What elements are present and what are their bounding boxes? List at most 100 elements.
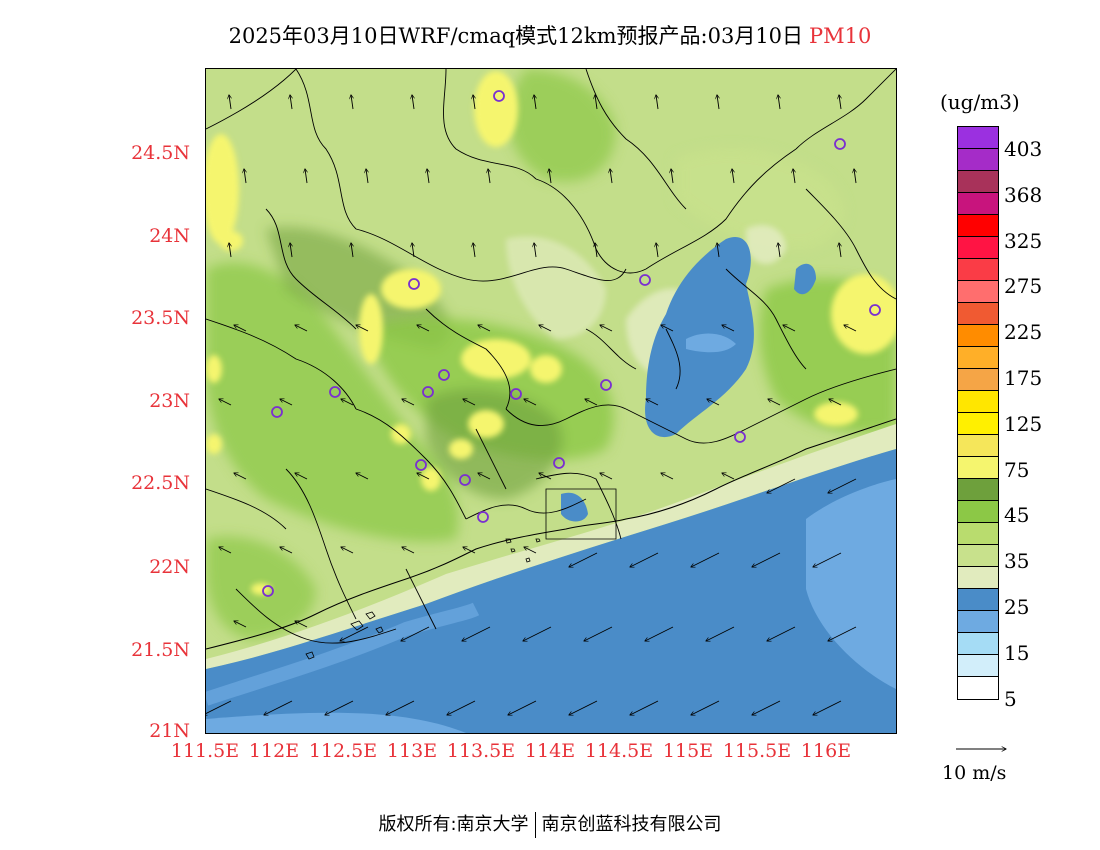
lat-label-22-5n: 22.5N [131,472,190,494]
chart-title: 2025年03月10日WRF/cmaq模式12km预报产品:03月10日 PM10 [0,20,1100,50]
wind-arrow [447,700,476,715]
copyright-footer: 版权所有:南京大学 南京创蓝科技有限公司 [0,810,1100,838]
lon-label-114e: 114E [524,740,576,762]
legend-label: 175 [1004,365,1043,390]
legend-swatch [958,369,998,391]
site-marker [422,386,434,398]
wind-arrow [656,95,658,110]
map-canvas[interactable] [206,69,896,733]
legend-label: 225 [1004,320,1043,345]
title-text: 2025年03月10日WRF/cmaq模式12km预报产品:03月10日 [228,24,804,48]
legend-swatch [958,149,998,171]
wind-arrow [707,399,720,406]
wind-arrow [645,626,674,641]
wind-arrow [295,621,308,628]
boundary-lines [206,69,896,644]
wind-arrow [417,325,430,332]
wind-arrow [351,95,353,110]
wind-arrow [828,478,857,493]
wind-arrow [671,169,673,184]
wind-arrow [463,547,476,554]
site-marker [329,386,341,398]
wind-arrow [462,626,491,641]
legend-label: 35 [1004,549,1030,574]
wind-arrow [473,95,475,110]
copyright-divider [534,812,536,838]
site-marker [510,388,522,400]
legend-swatch [958,171,998,193]
wind-reference-arrow [956,742,1010,756]
wind-arrow [508,700,537,715]
wind-arrow [610,169,612,184]
lon-label-112-5e: 112.5E [308,740,378,762]
legend-swatch [958,347,998,369]
wind-arrow [341,399,354,406]
sea-light-area-south [206,712,466,733]
lat-label-24n: 24N [149,225,190,247]
legend-swatch [958,281,998,303]
map-panel[interactable] [205,68,897,734]
copyright-left: 版权所有:南京大学 [378,814,529,835]
wind-arrow [854,169,856,184]
legend-label: 75 [1004,457,1030,482]
wind-arrow [463,399,476,406]
wind-arrow [524,547,537,554]
wind-arrow [325,700,354,715]
legend-swatch [958,655,998,677]
legend-label: 325 [1004,228,1043,253]
lon-label-112e: 112E [248,740,300,762]
wind-arrow [206,700,232,715]
site-marker [600,379,612,391]
wind-arrow [412,95,414,110]
site-marker [477,511,489,523]
legend-swatch [958,501,998,523]
concentration-patches [206,69,896,639]
wind-arrow [290,95,292,110]
wind-arrow [661,325,674,332]
wind-arrow [752,700,781,715]
wind-arrow [691,552,720,567]
wind-arrow [829,399,842,406]
lat-label-23-5n: 23.5N [131,307,190,329]
wind-arrow [280,399,293,406]
wind-arrow [412,243,414,258]
wind-arrow [234,621,247,628]
wind-arrow [549,169,551,184]
wind-arrow [488,169,490,184]
wind-arrow [717,95,719,110]
legend-label: 275 [1004,274,1043,299]
legend-label: 403 [1004,136,1043,161]
low-concentration-areas [561,237,816,522]
islands [305,488,617,660]
wind-arrow [356,325,369,332]
legend-label: 125 [1004,411,1043,436]
wind-arrow [290,243,292,258]
legend-swatch [958,633,998,655]
lon-label-114-5e: 114.5E [584,740,654,762]
legend-swatch [958,611,998,633]
wind-arrow [341,547,354,554]
wind-arrow [340,626,369,641]
legend-swatch [958,435,998,457]
site-marker [493,90,505,102]
legend-swatch [958,567,998,589]
legend-unit: (ug/m3) [940,90,1020,114]
lon-label-111-5e: 111.5E [170,740,240,762]
lon-label-113-5e: 113.5E [446,740,516,762]
wind-arrow [732,169,734,184]
wind-arrow [478,325,491,332]
wind-arrow [767,478,796,493]
site-marker [734,431,746,443]
wind-arrow [828,626,857,641]
wind-arrow [630,700,659,715]
lat-label-22n: 22N [149,556,190,578]
wind-arrow [234,325,247,332]
lat-label-23n: 23N [149,390,190,412]
wind-vectors [206,95,856,715]
copyright-right: 南京创蓝科技有限公司 [541,814,722,835]
site-marker [869,304,881,316]
wind-arrow [534,95,536,110]
legend-label: 5 [1004,686,1017,711]
pollutant-label: PM10 [809,24,872,48]
wind-arrow [356,473,369,480]
